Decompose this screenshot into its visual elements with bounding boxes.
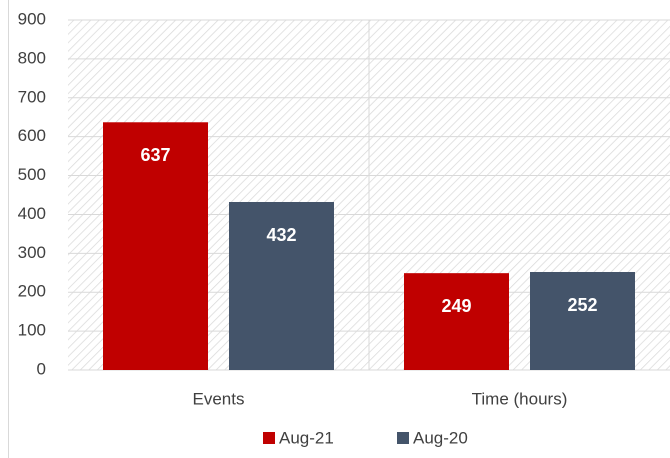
y-tick-label: 500 <box>18 165 46 184</box>
x-tick-label: Events <box>193 389 245 408</box>
legend-swatch <box>397 432 409 444</box>
x-tick-label: Time (hours) <box>472 389 568 408</box>
y-tick-label: 600 <box>18 126 46 145</box>
bar <box>530 272 635 370</box>
y-tick-label: 700 <box>18 87 46 106</box>
legend-swatch <box>263 432 275 444</box>
y-tick-label: 200 <box>18 282 46 301</box>
bar <box>229 202 334 370</box>
bar <box>103 122 208 371</box>
data-label: 432 <box>266 225 296 245</box>
data-label: 249 <box>441 296 471 316</box>
data-label: 637 <box>140 145 170 165</box>
data-label: 252 <box>567 295 597 315</box>
y-tick-label: 800 <box>18 48 46 67</box>
y-tick-label: 100 <box>18 321 46 340</box>
legend-label: Aug-21 <box>279 428 334 447</box>
y-tick-label: 0 <box>37 359 46 378</box>
legend-label: Aug-20 <box>413 428 468 447</box>
bar <box>404 273 509 370</box>
y-tick-label: 900 <box>18 9 46 28</box>
y-tick-label: 400 <box>18 204 46 223</box>
y-tick-label: 300 <box>18 243 46 262</box>
